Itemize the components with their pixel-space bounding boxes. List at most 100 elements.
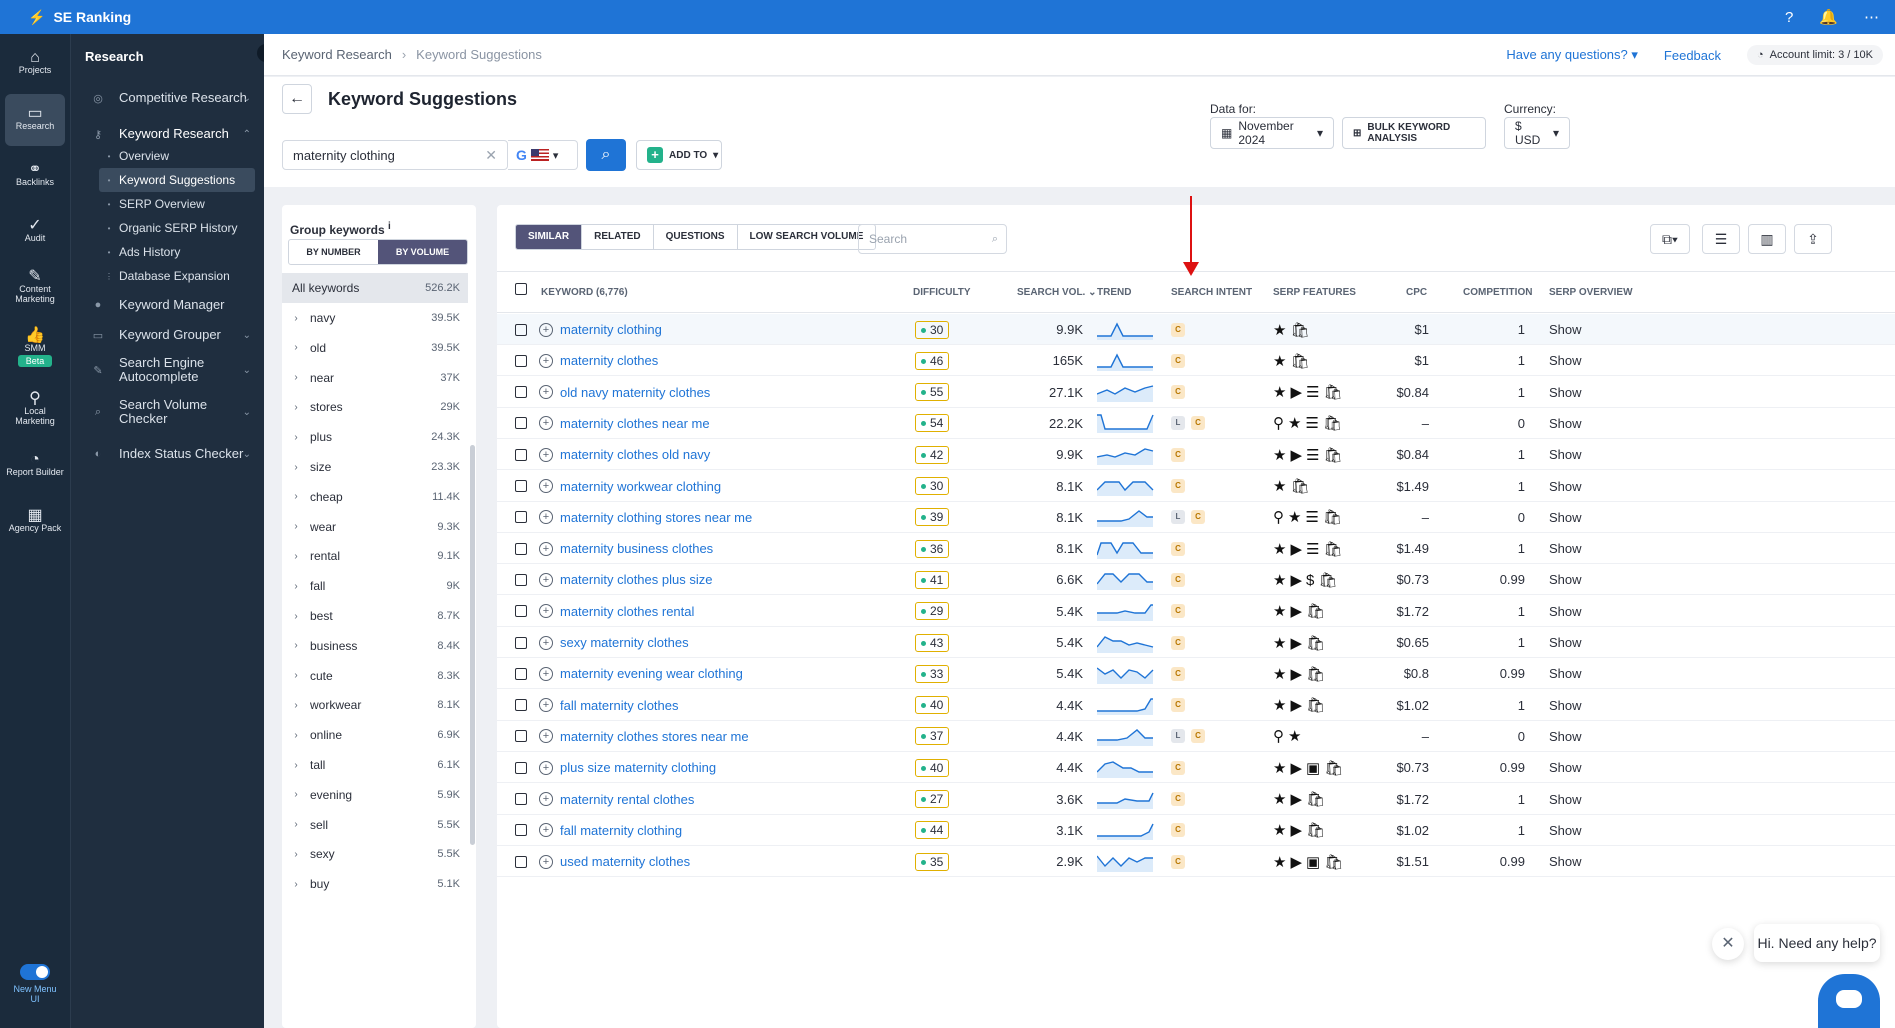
keyword-link[interactable]: fall maternity clothing [560,822,683,838]
serp-overview-link[interactable]: Show [1549,603,1582,619]
search-button[interactable]: ⌕ [586,139,626,171]
table-row[interactable]: + maternity rental clothes 27 3.6K C ★▶🛍 $1.72… [497,784,1895,815]
table-row[interactable]: + sexy maternity clothes 43 5.4K C ★▶🛍 $0.65 1 S… [497,627,1895,658]
chevron-right-icon[interactable]: › [294,401,298,413]
row-checkbox[interactable] [515,627,527,658]
checkbox[interactable] [515,761,527,774]
serp-overview-link[interactable]: Show [1549,791,1582,807]
checkbox[interactable] [515,417,527,430]
chevron-right-icon[interactable]: › [294,699,298,711]
checkbox[interactable] [515,730,527,743]
account-limit[interactable]: ◔ Account limit: 3 / 10K [1747,45,1883,65]
checkbox[interactable] [515,511,527,524]
select-all-checkbox[interactable] [515,272,527,314]
add-keyword-icon[interactable]: + [539,666,553,681]
rail-local-marketing[interactable]: ⚲ Local Marketing [5,384,65,436]
checkbox[interactable] [515,323,527,336]
group-row[interactable]: › near 37K [282,363,468,393]
chevron-right-icon[interactable]: › [294,431,298,443]
row-checkbox[interactable] [515,752,527,783]
tab-similar[interactable]: SIMILAR [516,225,583,249]
chevron-right-icon[interactable]: › [294,878,298,890]
rail-content-marketing[interactable]: ✎ Content Marketing [5,262,65,314]
row-checkbox[interactable] [515,815,527,846]
col-cpc[interactable]: CPC [1406,287,1428,298]
tab-by-number[interactable]: BY NUMBER [306,247,361,257]
nav-search-volume-checker[interactable]: ⌕ Search Volume Checker ⌄ [71,392,265,432]
more-icon[interactable]: ⋯ [1864,9,1879,26]
chevron-right-icon[interactable]: › [294,759,298,771]
add-keyword-icon[interactable]: + [539,447,553,462]
group-row[interactable]: › plus 24.3K [282,422,468,452]
chevron-right-icon[interactable]: › [294,789,298,801]
table-row[interactable]: + plus size maternity clothing 40 4.4K C ★▶▣🛍… [497,752,1895,784]
toggle-switch[interactable] [20,964,50,980]
add-keyword-icon[interactable]: + [539,823,553,838]
nav-sub-item[interactable]: • Ads History [99,240,255,264]
table-row[interactable]: + maternity evening wear clothing 33 5.4K C ★… [497,658,1895,690]
chevron-right-icon[interactable]: › [294,670,298,682]
nav-sub-item[interactable]: • SERP Overview [99,192,255,216]
group-row[interactable]: › tall 6.1K [282,750,468,780]
nav-competitive-research[interactable]: ◎ Competitive Research ⌄ [71,78,265,118]
checkbox[interactable] [515,448,527,461]
checkbox[interactable] [515,542,527,555]
help-icon[interactable]: ? [1784,8,1794,26]
add-keyword-icon[interactable]: + [539,760,553,775]
group-row[interactable]: › business 8.4K [282,631,468,661]
col-difficulty[interactable]: DIFFICULTY [913,287,971,298]
checkbox[interactable] [515,283,527,295]
keyword-link[interactable]: maternity evening wear clothing [560,666,743,682]
chevron-right-icon[interactable]: › [294,819,298,831]
group-row[interactable]: › sexy 5.5K [282,839,468,869]
checkbox[interactable] [515,605,527,618]
new-menu-toggle[interactable]: New Menu UI [12,964,58,1004]
chevron-right-icon[interactable]: › [294,521,298,533]
group-row[interactable]: › best 8.7K [282,601,468,631]
add-keyword-icon[interactable]: + [539,698,553,713]
group-row[interactable]: › rental 9.1K [282,541,468,571]
chevron-right-icon[interactable]: › [294,729,298,741]
group-row[interactable]: › online 6.9K [282,720,468,750]
table-row[interactable]: + maternity clothing 30 9.9K C ★🛍 $1 1 Show [497,314,1895,345]
checkbox[interactable] [515,354,527,367]
checkbox[interactable] [515,386,527,399]
back-button[interactable]: ← [282,84,312,114]
group-row[interactable]: › sell 5.5K [282,810,468,840]
group-row[interactable]: › buy 5.1K [282,869,468,899]
chevron-right-icon[interactable]: › [294,312,298,324]
row-checkbox[interactable] [515,408,527,439]
row-checkbox[interactable] [515,658,527,689]
serp-overview-link[interactable]: Show [1549,666,1582,682]
group-row[interactable]: › cheap 11.4K [282,482,468,512]
group-scrollbar[interactable] [470,445,475,845]
checkbox[interactable] [515,573,527,586]
serp-overview-link[interactable]: Show [1549,822,1582,838]
add-keyword-icon[interactable]: + [539,635,553,650]
tab-questions[interactable]: QUESTIONS [654,225,738,249]
table-row[interactable]: + maternity clothes plus size 41 6.6K C ★▶$🛍 $… [497,564,1895,596]
checkbox[interactable] [515,699,527,712]
nav-keyword-research[interactable]: ⚷ Keyword Research ⌃ [71,118,265,150]
nav-keyword-manager[interactable]: ● Keyword Manager [71,290,265,320]
feedback-link[interactable]: Feedback [1663,47,1722,63]
row-checkbox[interactable] [515,721,527,752]
group-row[interactable]: › size 23.3K [282,452,468,482]
table-row[interactable]: + fall maternity clothes 40 4.4K C ★▶🛍 $1.02 1 S… [497,690,1895,721]
keyword-link[interactable]: maternity clothing [560,322,662,337]
keyword-link[interactable]: maternity rental clothes [560,791,695,807]
export-button[interactable]: ⇪ [1794,224,1832,254]
nav-keyword-grouper[interactable]: ▭ Keyword Grouper ⌄ [71,320,265,350]
row-checkbox[interactable] [515,471,527,502]
serp-overview-link[interactable]: Show [1549,509,1582,525]
serp-overview-link[interactable]: Show [1549,478,1582,494]
keyword-link[interactable]: fall maternity clothes [560,697,679,713]
nav-search-engine-autocomplete[interactable]: ✎ Search Engine Autocomplete ⌄ [71,350,265,390]
rail-report-builder[interactable]: ◔ Report Builder [5,440,65,492]
row-checkbox[interactable] [515,784,527,815]
table-row[interactable]: + fall maternity clothing 44 3.1K C ★▶🛍 $1.02 1… [497,815,1895,846]
keyword-link[interactable]: maternity clothes near me [560,415,710,431]
group-all-keywords[interactable]: All keywords 526.2K [282,273,468,303]
add-keyword-icon[interactable]: + [539,385,553,400]
serp-overview-link[interactable]: Show [1549,415,1582,431]
